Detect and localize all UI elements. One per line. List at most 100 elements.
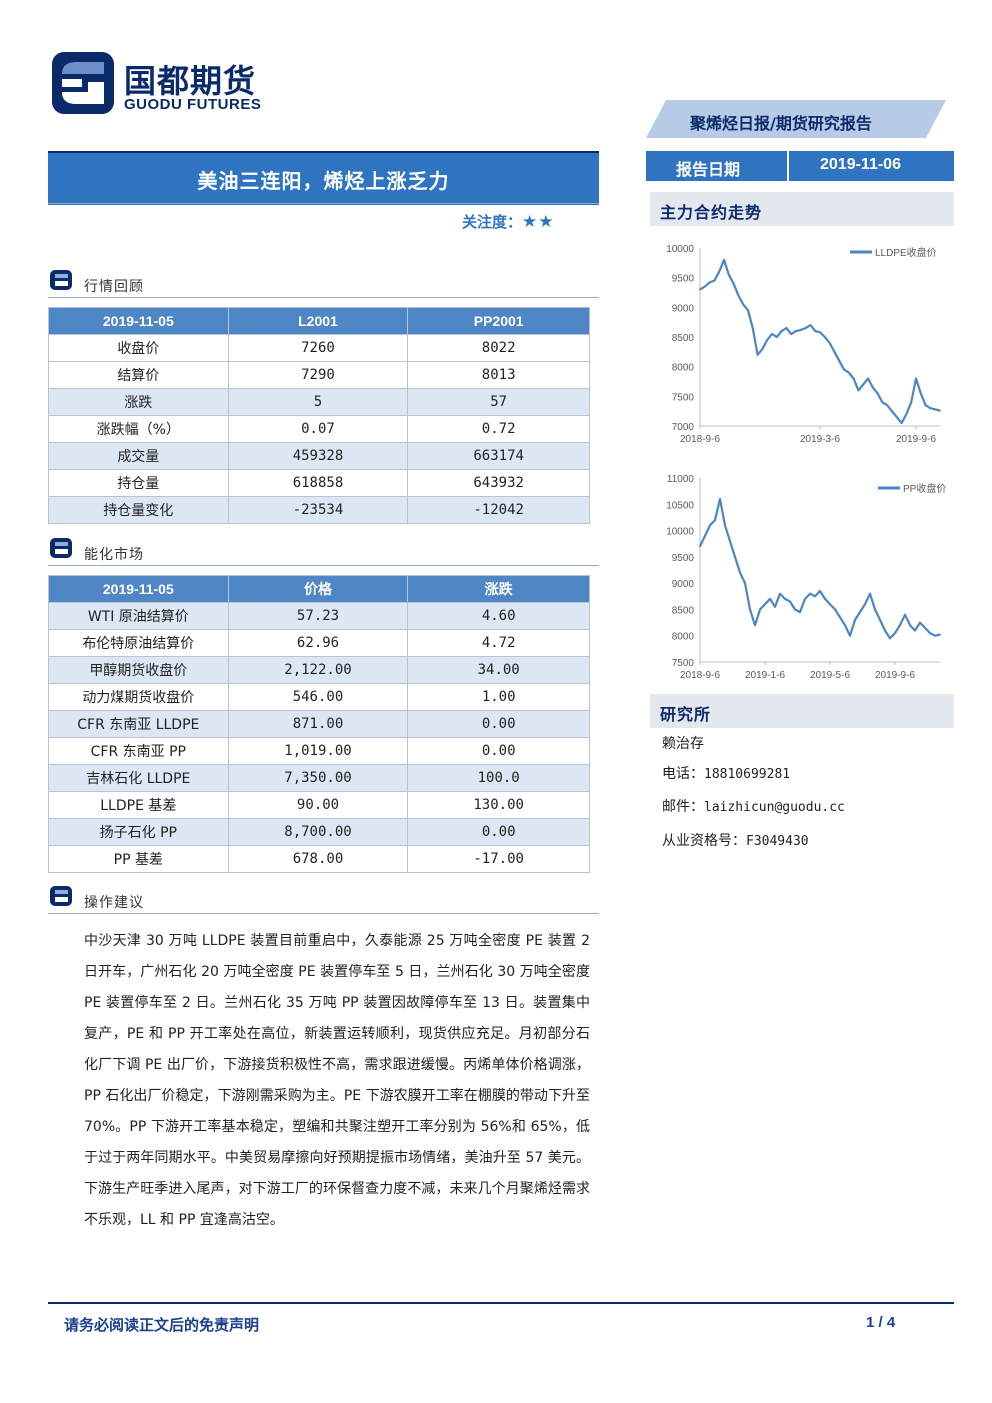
l2001-value: 0.07 xyxy=(227,415,409,443)
star-rating-icon: ★★ xyxy=(522,212,555,232)
email-value[interactable]: laizhicun@guodu.cc xyxy=(704,800,845,815)
data-point xyxy=(919,392,922,395)
data-point xyxy=(934,408,937,411)
price-value: 90.00 xyxy=(227,791,409,819)
data-point xyxy=(742,303,745,306)
data-point xyxy=(909,624,911,627)
l2001-value: 618858 xyxy=(227,469,409,497)
attention-rating: 关注度：★★ xyxy=(462,211,555,232)
data-point xyxy=(904,613,906,616)
price-value: 8,700.00 xyxy=(227,818,409,846)
data-point xyxy=(804,327,807,329)
data-point xyxy=(764,603,766,606)
y-tick-label: 8500 xyxy=(672,605,695,616)
data-point xyxy=(874,608,876,611)
data-point xyxy=(924,626,926,629)
table-row: WTI 原油结算价 57.23 4.60 xyxy=(48,602,590,630)
data-point xyxy=(886,404,889,407)
data-point xyxy=(889,637,891,640)
data-point xyxy=(699,288,701,291)
data-point xyxy=(714,519,716,521)
guodu-logo-icon xyxy=(52,52,114,114)
data-point xyxy=(924,404,927,407)
data-point xyxy=(914,629,916,632)
analyst-certificate: 从业资格号：F3049430 xyxy=(662,830,809,850)
section-logo-icon xyxy=(50,270,72,290)
data-point xyxy=(727,273,730,276)
table-row: CFR 东南亚 PP 1,019.00 0.00 xyxy=(48,737,590,765)
row-label: 收盘价 xyxy=(48,334,229,362)
data-point xyxy=(871,386,874,389)
y-tick-label: 9000 xyxy=(672,579,695,590)
y-tick-label: 10000 xyxy=(666,527,694,538)
market-review-table: 2019-11-05 L2001 PP2001 收盘价 7260 8022 结算… xyxy=(48,307,590,524)
data-point xyxy=(819,331,821,334)
price-value: 57.23 xyxy=(227,602,409,630)
phone-value: 18810699281 xyxy=(704,767,791,782)
section-rule xyxy=(48,913,599,914)
data-point xyxy=(828,342,831,344)
y-tick-label: 9500 xyxy=(672,274,695,285)
pp2001-value: 643932 xyxy=(407,469,590,497)
data-point xyxy=(795,330,797,332)
table-row: 布伦特原油结算价 62.96 4.72 xyxy=(48,629,590,657)
x-tick-label: 2019-9-6 xyxy=(875,670,915,681)
data-point xyxy=(839,616,841,619)
table-row: 涨跌 5 57 xyxy=(48,388,590,416)
data-point xyxy=(859,611,861,613)
data-point xyxy=(737,294,740,297)
data-point xyxy=(709,524,711,527)
data-point xyxy=(799,329,802,331)
disclaimer-link[interactable]: 请务必阅读正文后的免责声明 xyxy=(64,1316,260,1334)
data-point xyxy=(704,534,706,537)
change-value: 34.00 xyxy=(407,656,590,684)
data-point xyxy=(732,282,735,285)
row-label: 成交量 xyxy=(48,442,229,470)
change-value: 130.00 xyxy=(407,791,590,819)
pp2001-value: 663174 xyxy=(407,442,590,470)
pp2001-value: 0.72 xyxy=(407,415,590,443)
y-tick-label: 10500 xyxy=(666,500,694,511)
section-title-operation: 操作建议 xyxy=(84,895,144,911)
data-point xyxy=(929,632,931,634)
data-point xyxy=(934,634,936,637)
data-point xyxy=(900,422,903,424)
data-point xyxy=(729,540,731,542)
report-date-label: 报告日期 xyxy=(676,160,741,179)
table-row: LLDPE 基差 90.00 130.00 xyxy=(48,791,590,819)
y-tick-label: 8500 xyxy=(672,333,695,344)
data-point xyxy=(799,611,801,613)
table-header-cell: PP2001 xyxy=(407,307,590,335)
row-label: 甲醇期货收盘价 xyxy=(48,656,229,684)
title-bar xyxy=(48,151,599,205)
y-tick-label: 10000 xyxy=(666,244,694,255)
title-rule xyxy=(48,203,599,204)
data-point xyxy=(699,545,701,548)
section-title-market-review: 行情回顾 xyxy=(84,279,144,295)
data-point xyxy=(739,571,741,574)
change-value: 0.00 xyxy=(407,710,590,738)
table-row: 动力煤期货收盘价 546.00 1.00 xyxy=(48,683,590,711)
row-label: 结算价 xyxy=(48,361,229,389)
data-point xyxy=(809,592,811,595)
data-point xyxy=(771,333,773,335)
table-header-cell: 价格 xyxy=(227,575,409,603)
data-point xyxy=(929,407,932,410)
data-point xyxy=(751,327,754,329)
l2001-value: 7290 xyxy=(227,361,409,389)
price-value: 62.96 xyxy=(227,629,409,657)
data-point xyxy=(769,598,771,600)
data-point xyxy=(864,603,866,606)
data-point xyxy=(814,330,817,332)
data-point xyxy=(905,413,908,415)
price-value: 7,350.00 xyxy=(227,764,409,792)
footer-rule xyxy=(48,1302,954,1304)
attention-label: 关注度： xyxy=(462,213,523,231)
table-row: 结算价 7290 8013 xyxy=(48,361,590,389)
data-point xyxy=(747,309,749,312)
page-number: 1 / 4 xyxy=(866,1314,896,1331)
data-point xyxy=(869,592,871,595)
data-point xyxy=(809,324,812,326)
l2001-value: 7260 xyxy=(227,334,409,362)
data-point xyxy=(862,383,865,386)
